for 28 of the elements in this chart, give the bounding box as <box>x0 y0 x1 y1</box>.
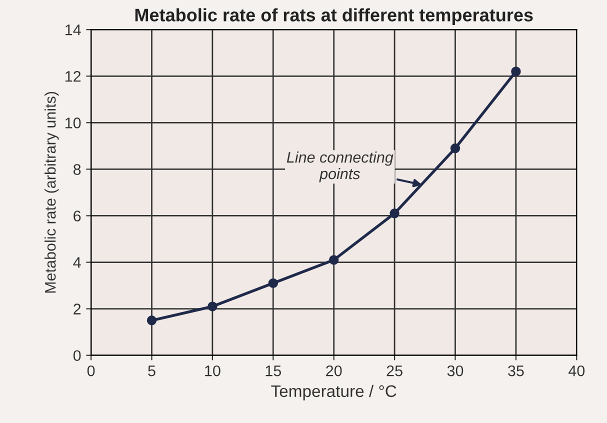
y-tick-label: 6 <box>74 210 81 222</box>
x-tick-label: 5 <box>148 366 156 376</box>
point <box>268 278 278 288</box>
x-tick-label: 20 <box>326 365 342 376</box>
y-tick-label: 2 <box>74 304 81 314</box>
point <box>146 316 157 326</box>
y-tick-label: 4 <box>73 257 81 268</box>
x-tick-label: 15 <box>266 366 282 376</box>
chart-title: Metabolic rate of rats at different temperatures <box>135 8 533 26</box>
y-tick-label: 14 <box>66 24 81 36</box>
x-tick-label: 40 <box>568 365 585 376</box>
point <box>328 255 339 265</box>
annotation: Line connecting points <box>286 152 394 182</box>
x-tick-label: 30 <box>447 365 464 376</box>
y-tick-label: 8 <box>73 164 81 175</box>
point <box>511 66 521 76</box>
x-tick-label: 35 <box>508 365 524 376</box>
y-axis-title: Metabolic rate (arbitrary units) <box>44 92 59 293</box>
y-tick-label: 0 <box>73 350 81 362</box>
point <box>208 302 218 312</box>
point <box>450 143 460 154</box>
x-tick-label: 0 <box>87 365 95 376</box>
point <box>390 208 400 218</box>
x-tick-label: 25 <box>386 365 402 376</box>
x-tick-label: 10 <box>205 365 220 376</box>
y-tick-label: 12 <box>66 71 81 82</box>
x-axis-title: Temperature / °C <box>271 384 396 400</box>
y-tick-label: 10 <box>66 118 81 128</box>
